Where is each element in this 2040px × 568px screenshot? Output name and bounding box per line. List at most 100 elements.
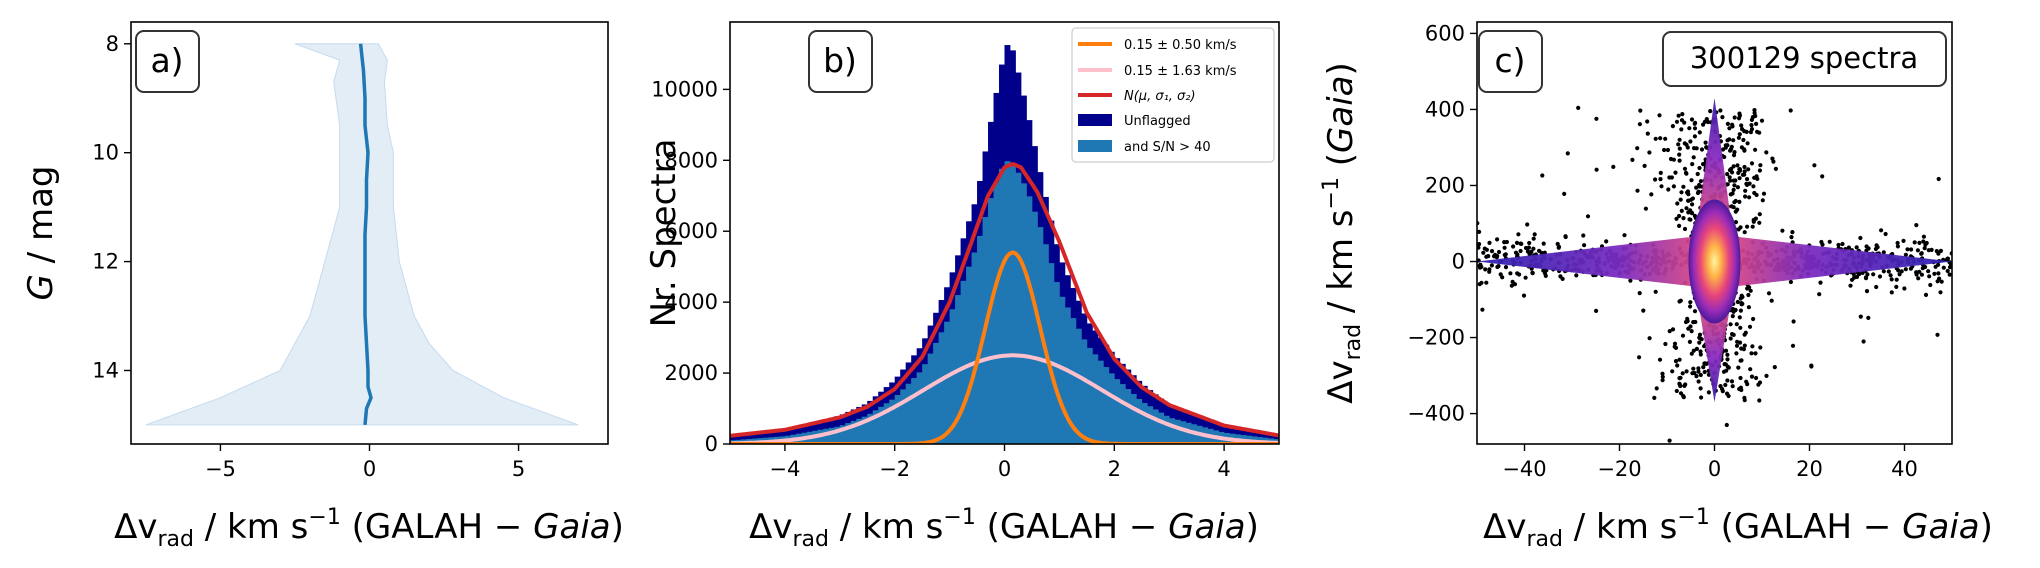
outlier-point bbox=[1698, 372, 1703, 378]
outlier-point bbox=[1663, 341, 1668, 347]
outlier-point bbox=[1740, 172, 1745, 177]
histogram-bar bbox=[1125, 389, 1132, 444]
outlier-point bbox=[1677, 213, 1682, 219]
outlier-point bbox=[1935, 279, 1940, 284]
outlier-point bbox=[1495, 253, 1500, 259]
outlier-point bbox=[1788, 279, 1793, 285]
histogram-bar bbox=[1147, 406, 1154, 444]
outlier-point bbox=[1556, 245, 1561, 250]
outlier-point bbox=[1734, 343, 1740, 348]
outlier-point bbox=[1866, 315, 1871, 320]
histogram-bar bbox=[823, 428, 830, 444]
outlier-point bbox=[1708, 109, 1713, 114]
outlier-point bbox=[1637, 291, 1642, 296]
outlier-point bbox=[1758, 163, 1763, 168]
outlier-point bbox=[1730, 124, 1735, 129]
outlier-points bbox=[1477, 105, 1952, 478]
outlier-point bbox=[1670, 124, 1675, 129]
outlier-point bbox=[1689, 117, 1695, 122]
outlier-point bbox=[1727, 137, 1732, 142]
outlier-point bbox=[1745, 382, 1750, 387]
histogram-bar bbox=[861, 416, 868, 444]
outlier-point bbox=[1827, 239, 1832, 244]
outlier-point bbox=[1477, 265, 1483, 270]
histogram-bar bbox=[1059, 296, 1066, 444]
outlier-point bbox=[1737, 168, 1743, 173]
outlier-point bbox=[1846, 245, 1851, 250]
axis-ticks: −4 −2 0 2 4 0 2000 4000 6000 8000 10000 bbox=[651, 77, 1231, 481]
outlier-point bbox=[1936, 176, 1941, 182]
outlier-point bbox=[1658, 177, 1663, 182]
histogram-bar bbox=[1108, 373, 1115, 444]
outlier-point bbox=[1687, 126, 1692, 131]
outlier-point bbox=[1725, 391, 1730, 396]
outlier-point bbox=[1696, 369, 1701, 374]
outlier-point bbox=[1666, 187, 1671, 192]
outlier-point bbox=[1788, 108, 1793, 113]
outlier-point bbox=[1675, 363, 1680, 368]
outlier-point bbox=[1682, 141, 1687, 146]
outlier-point bbox=[1677, 357, 1682, 362]
outlier-point bbox=[1678, 298, 1683, 303]
y-tick-label: 400 bbox=[1425, 97, 1465, 121]
outlier-point bbox=[1735, 299, 1740, 305]
outlier-point bbox=[1653, 289, 1658, 294]
annotation-box bbox=[1662, 31, 1947, 87]
outlier-point bbox=[1692, 134, 1697, 139]
outlier-point bbox=[1678, 197, 1683, 202]
outlier-point bbox=[1764, 373, 1769, 378]
outlier-point bbox=[1921, 234, 1926, 239]
histogram-bar bbox=[1026, 196, 1033, 444]
outlier-point bbox=[1886, 269, 1891, 274]
outlier-point bbox=[1703, 140, 1708, 145]
outlier-point bbox=[1926, 269, 1931, 274]
legend-swatch bbox=[1078, 140, 1112, 152]
outlier-point bbox=[1679, 127, 1684, 132]
outlier-point bbox=[1895, 244, 1900, 249]
panel-tag: c) bbox=[1494, 41, 1525, 80]
legend-label: N(μ, σ₁, σ₂) bbox=[1124, 89, 1196, 104]
outlier-point bbox=[1647, 336, 1652, 341]
outlier-point bbox=[1555, 241, 1560, 247]
histogram-bar bbox=[988, 198, 994, 444]
outlier-point bbox=[1753, 351, 1758, 356]
histogram-bar bbox=[927, 353, 934, 444]
outlier-point bbox=[1641, 308, 1646, 313]
outlier-point bbox=[1730, 170, 1735, 175]
outlier-point bbox=[1861, 339, 1866, 344]
outlier-point bbox=[1720, 115, 1725, 120]
outlier-point bbox=[1672, 341, 1678, 346]
outlier-point bbox=[1688, 324, 1693, 329]
outlier-point bbox=[1676, 113, 1681, 118]
outlier-point bbox=[1514, 240, 1520, 245]
outlier-point bbox=[1864, 289, 1870, 294]
outlier-point bbox=[1701, 122, 1706, 127]
panel-tag-box bbox=[1478, 30, 1543, 93]
outlier-point bbox=[1780, 228, 1785, 233]
outlier-point bbox=[1673, 474, 1677, 478]
outlier-point bbox=[1604, 239, 1609, 244]
outlier-point bbox=[1486, 254, 1491, 259]
outlier-point bbox=[1773, 166, 1778, 171]
outlier-point bbox=[1748, 367, 1753, 372]
histogram-bar bbox=[1174, 419, 1181, 444]
outlier-point bbox=[1732, 183, 1737, 188]
outlier-point bbox=[1645, 119, 1650, 124]
outlier-point bbox=[1730, 314, 1735, 319]
histogram-bar bbox=[1130, 393, 1137, 444]
outlier-point bbox=[1645, 131, 1650, 136]
outlier-point bbox=[1881, 269, 1886, 274]
histogram-bar bbox=[1070, 318, 1077, 444]
outlier-point bbox=[1706, 390, 1711, 395]
outlier-point bbox=[1653, 177, 1658, 182]
outlier-point bbox=[1909, 247, 1914, 252]
outlier-point bbox=[1754, 174, 1759, 179]
outlier-point bbox=[1836, 242, 1841, 248]
outlier-point bbox=[1692, 309, 1698, 314]
outlier-point bbox=[1739, 123, 1744, 128]
outlier-point bbox=[1674, 388, 1679, 394]
outlier-point bbox=[1756, 382, 1761, 387]
outlier-point bbox=[1531, 246, 1536, 251]
legend-swatch bbox=[1078, 114, 1112, 126]
